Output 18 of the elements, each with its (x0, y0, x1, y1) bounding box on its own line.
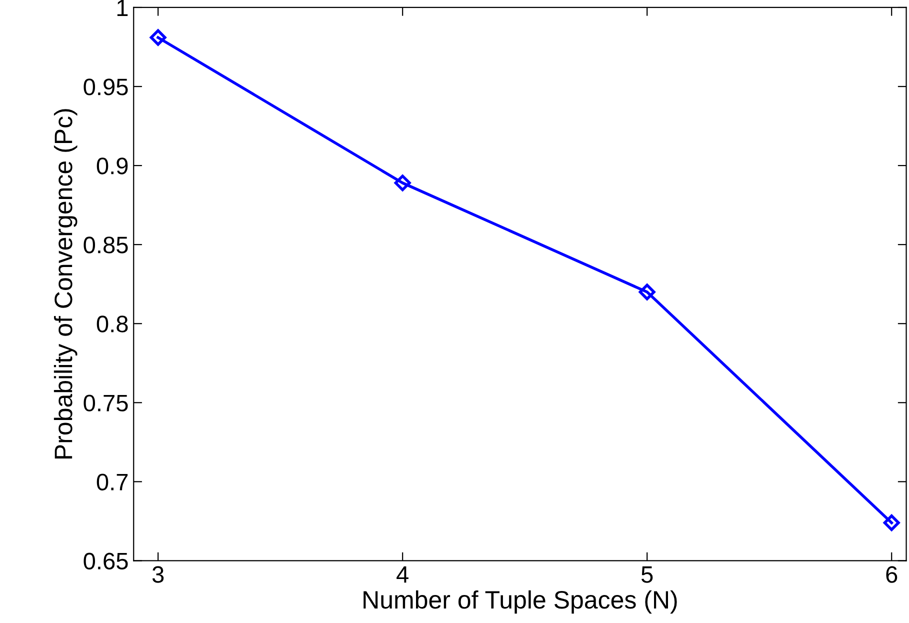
point (394, 174, 411, 192)
y-axis-title: Probability of Convergence (Pc) (54, 109, 78, 458)
y-tick-label: 1 (117, 0, 128, 16)
y-tick-label: 0.9 (96, 158, 128, 174)
y-tick-label: 0.7 (96, 474, 128, 490)
x-tick-label: 5 (641, 566, 653, 583)
point (638, 284, 656, 300)
y-tick-label: 0.65 (84, 552, 128, 570)
y-tick-label: 0.75 (84, 394, 128, 412)
x-tick-label: 4 (396, 566, 408, 583)
y-tick-label: 0.8 (96, 316, 128, 332)
point (883, 514, 900, 532)
point (150, 29, 166, 46)
y-tick-label: 0.85 (84, 236, 128, 254)
x-tick-label: 3 (152, 566, 164, 583)
x-axis-title: Number of Tuple Spaces (N) (364, 590, 677, 614)
x-tick-label: 6 (886, 566, 898, 583)
y-tick-label: 0.95 (84, 78, 128, 96)
